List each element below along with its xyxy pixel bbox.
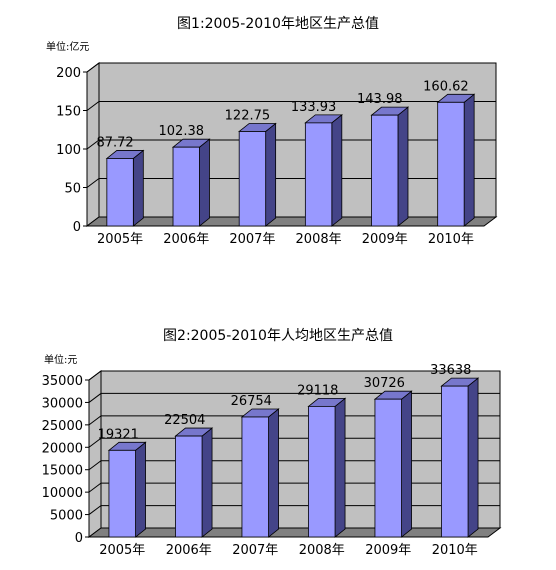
data-label: 30726 xyxy=(364,376,405,391)
floor xyxy=(85,216,498,227)
gridline xyxy=(86,178,496,188)
x-tick-label: 2006年 xyxy=(163,232,209,247)
y-tick-label: 30000 xyxy=(42,396,83,411)
bar-front xyxy=(106,158,134,227)
data-label: 33638 xyxy=(430,363,471,378)
gridline xyxy=(86,139,496,150)
y-tick-label: 50 xyxy=(64,182,81,197)
y-tick-label: 35000 xyxy=(42,374,83,389)
data-label: 143.98 xyxy=(357,92,403,107)
unit-label: 单位:元 xyxy=(44,353,77,366)
x-tick-label: 2010年 xyxy=(432,543,478,558)
x-tick-label: 2009年 xyxy=(365,543,411,558)
y-tick-label: 200 xyxy=(56,66,81,81)
x-tick-label: 2006年 xyxy=(166,543,212,558)
bar xyxy=(370,106,410,227)
x-tick-label: 2009年 xyxy=(362,232,408,247)
bar xyxy=(174,427,214,538)
bar xyxy=(304,114,343,227)
y-tick-label: 0 xyxy=(73,220,81,235)
data-label: 133.93 xyxy=(291,100,337,115)
data-label: 22504 xyxy=(164,413,205,428)
y-tick-label: 20000 xyxy=(42,441,83,456)
bar-front xyxy=(371,114,399,227)
data-label: 26754 xyxy=(231,394,272,409)
data-label: 29118 xyxy=(297,383,338,398)
chart-title: 图2:2005-2010年人均地区生产总值 xyxy=(163,328,393,344)
x-tick-label: 2007年 xyxy=(229,232,275,247)
y-tick-label: 25000 xyxy=(42,419,83,434)
y-tick-label: 5000 xyxy=(50,509,83,524)
gridline xyxy=(88,415,500,426)
data-label: 87.72 xyxy=(96,135,133,150)
bar-side xyxy=(135,441,146,538)
bar-side xyxy=(268,408,279,538)
bar xyxy=(440,377,480,538)
y-tick-label: 0 xyxy=(75,531,83,546)
data-label: 102.38 xyxy=(159,124,205,139)
bar-front xyxy=(108,449,136,538)
x-tick-label: 2007年 xyxy=(232,543,278,558)
bar-front xyxy=(308,405,336,538)
bar-side xyxy=(401,390,412,538)
gridline xyxy=(88,460,500,471)
floor xyxy=(87,527,502,538)
bar-side xyxy=(201,427,213,538)
x-tick-label: 2005年 xyxy=(97,232,143,247)
x-tick-label: 2005年 xyxy=(99,543,145,558)
gridline xyxy=(86,62,496,73)
bar-front xyxy=(175,435,203,538)
chart-gdp: 图1:2005-2010年地区生产总值 单位:亿元 0 50 100 150 200 87… xyxy=(46,16,498,247)
bar-front xyxy=(241,416,269,538)
gridline xyxy=(88,437,500,448)
data-label: 160.62 xyxy=(423,79,469,94)
bar xyxy=(240,408,280,538)
bar xyxy=(107,441,147,538)
bar xyxy=(373,390,413,538)
bar xyxy=(307,397,347,538)
y-tick-label: 10000 xyxy=(42,486,83,501)
gridline xyxy=(88,482,500,493)
chart-gdp-per-capita: 图2:2005-2010年人均地区生产总值 单位:元 0 5000 10000 150… xyxy=(42,328,502,558)
bar-front xyxy=(437,101,465,227)
unit-label: 单位:亿元 xyxy=(46,40,89,53)
bar-front xyxy=(304,122,333,227)
gridline xyxy=(86,101,496,111)
chart-title: 图1:2005-2010年地区生产总值 xyxy=(177,16,379,32)
gridline xyxy=(88,370,500,381)
y-tick-label: 15000 xyxy=(42,464,83,479)
bar-front xyxy=(238,131,267,227)
bar-side xyxy=(132,149,144,227)
bar xyxy=(436,93,476,227)
bar-side xyxy=(397,106,409,227)
gridline xyxy=(88,392,500,403)
bar-side xyxy=(331,114,343,227)
bar-front xyxy=(374,398,402,538)
y-tick-label: 150 xyxy=(56,105,81,120)
bar-front xyxy=(441,385,469,538)
plot-area: 0 5000 10000 15000 20000 25000 30000 35000 19321… xyxy=(42,363,502,558)
plot-area: 0 50 100 150 200 87.72 2005年 102.38 2006年 122.75 2… xyxy=(56,62,498,247)
bar-side xyxy=(463,93,475,227)
bar-side xyxy=(334,397,346,538)
bar xyxy=(105,149,145,227)
bar-side xyxy=(467,377,479,538)
data-label: 19321 xyxy=(98,427,139,442)
bar xyxy=(171,138,211,227)
bar xyxy=(238,122,277,227)
gridline xyxy=(88,505,500,515)
bar-side xyxy=(199,138,210,227)
x-tick-label: 2008年 xyxy=(299,543,345,558)
bar-side xyxy=(265,122,277,227)
y-tick-label: 100 xyxy=(56,143,81,158)
x-tick-label: 2008年 xyxy=(296,232,342,247)
data-label: 122.75 xyxy=(225,108,271,123)
side-wall xyxy=(88,370,102,538)
x-tick-label: 2010年 xyxy=(428,232,474,247)
bar-front xyxy=(172,146,200,227)
